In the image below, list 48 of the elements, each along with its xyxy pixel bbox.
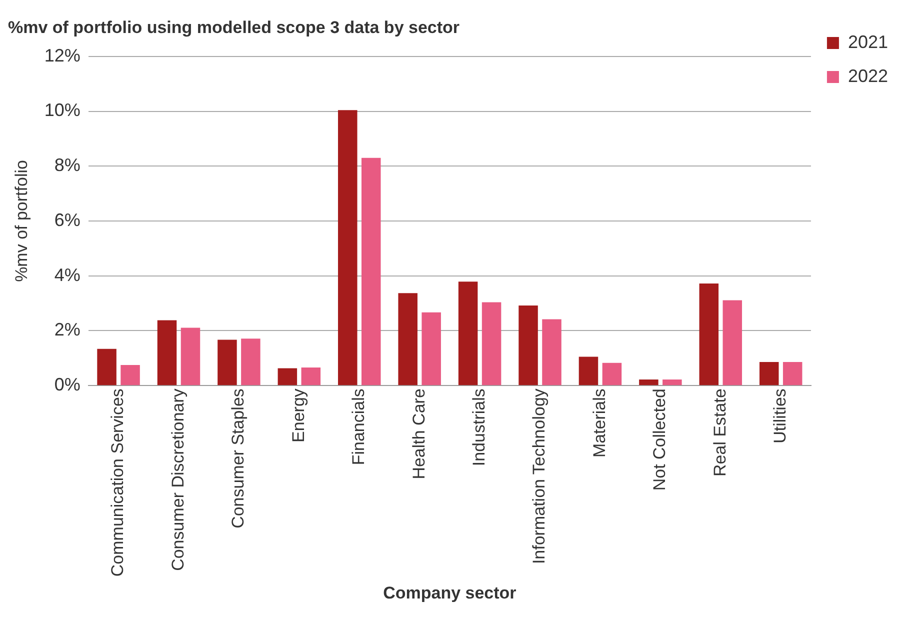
bar bbox=[578, 356, 598, 386]
x-tick-label: Not Collected bbox=[650, 388, 670, 491]
x-tick-label: Information Technology bbox=[530, 388, 549, 564]
x-tick-label: Consumer Staples bbox=[228, 388, 248, 528]
x-axis-title: Company sector bbox=[383, 583, 517, 602]
bar bbox=[639, 380, 658, 386]
bar bbox=[722, 300, 742, 386]
y-tick-label: 6% bbox=[54, 210, 80, 230]
bar bbox=[422, 312, 441, 386]
x-tick-label: Energy bbox=[288, 388, 308, 442]
y-tick-label: 2% bbox=[54, 320, 80, 340]
y-tick-label: 12% bbox=[44, 45, 80, 66]
legend-label: 2022 bbox=[848, 66, 888, 86]
bar bbox=[662, 380, 682, 386]
bar bbox=[458, 282, 478, 386]
bar bbox=[97, 348, 116, 386]
y-tick-label: 10% bbox=[44, 100, 80, 120]
bar bbox=[482, 302, 502, 386]
bar bbox=[699, 284, 719, 386]
x-tick-label: Utilities bbox=[770, 388, 790, 444]
bar bbox=[518, 305, 538, 386]
y-tick-label: 8% bbox=[54, 155, 80, 176]
x-tick-label: Financials bbox=[349, 388, 368, 466]
y-tick-label: 4% bbox=[54, 264, 80, 285]
y-axis-title: %mv of portfolio bbox=[12, 160, 31, 282]
bar bbox=[218, 340, 237, 386]
bar bbox=[338, 110, 358, 386]
chart-title: %mv of portfolio using modelled scope 3 data by sector bbox=[8, 18, 460, 37]
x-tick-label: Industrials bbox=[469, 388, 488, 466]
x-tick-label: Real Estate bbox=[710, 388, 730, 476]
bar bbox=[782, 362, 802, 386]
bar bbox=[278, 368, 298, 386]
x-tick-label: Consumer Discretionary bbox=[168, 388, 188, 571]
bar bbox=[157, 320, 177, 386]
bar bbox=[301, 367, 321, 386]
x-tick-label: Health Care bbox=[409, 388, 428, 480]
bar bbox=[542, 319, 562, 386]
bar bbox=[361, 158, 381, 386]
bar bbox=[398, 293, 418, 386]
bar bbox=[759, 362, 779, 386]
x-tick-label: Materials bbox=[590, 388, 609, 458]
legend-label: 2021 bbox=[848, 32, 888, 52]
y-tick-label: 0% bbox=[54, 374, 80, 395]
bar bbox=[180, 328, 200, 386]
bar bbox=[120, 365, 140, 386]
bar bbox=[241, 338, 260, 386]
x-tick-label: Communication Services bbox=[108, 388, 128, 577]
bar bbox=[602, 362, 622, 386]
